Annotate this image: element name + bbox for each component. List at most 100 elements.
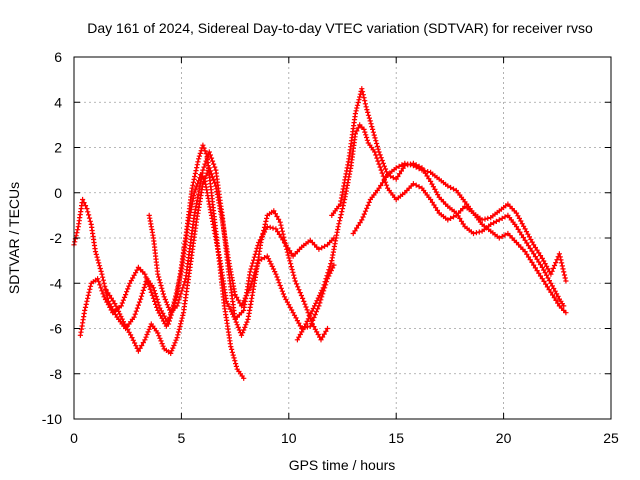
data-point <box>142 281 148 288</box>
y-tick-label: 0 <box>54 185 62 201</box>
data-point <box>413 182 419 188</box>
data-point <box>362 98 368 104</box>
data-point <box>561 272 568 278</box>
data-point <box>165 304 172 310</box>
data-point <box>561 269 567 275</box>
data-point <box>196 156 202 162</box>
data-point <box>555 293 561 299</box>
data-point <box>212 180 218 186</box>
data-point <box>337 218 343 224</box>
data-point <box>431 202 437 208</box>
y-tick-label: -4 <box>50 275 63 291</box>
data-point <box>288 261 294 267</box>
data-point <box>202 175 208 181</box>
data-point <box>163 299 169 305</box>
data-point <box>416 166 422 172</box>
data-point <box>493 218 499 224</box>
data-point <box>357 94 363 100</box>
data-point <box>496 217 502 223</box>
data-point <box>139 290 145 296</box>
data-point <box>399 162 405 168</box>
data-point <box>82 203 89 209</box>
data-point <box>182 279 188 285</box>
data-point <box>529 248 535 254</box>
data-point <box>539 276 545 282</box>
data-point <box>168 350 174 356</box>
data-point <box>286 255 292 261</box>
data-point <box>98 268 104 274</box>
data-point <box>450 186 457 192</box>
data-point <box>513 224 520 230</box>
data-point <box>203 173 209 179</box>
data-point <box>228 344 234 350</box>
data-point <box>398 168 404 174</box>
data-point <box>133 308 139 314</box>
data-point <box>335 224 341 230</box>
data-point <box>363 104 369 110</box>
data-point <box>235 297 241 303</box>
data-point <box>93 251 99 257</box>
data-point <box>145 280 151 286</box>
data-point <box>96 263 103 269</box>
data-point <box>170 302 177 308</box>
data-point <box>356 97 362 103</box>
data-point <box>336 221 342 227</box>
data-point <box>323 276 329 282</box>
data-point <box>537 262 544 268</box>
data-point <box>171 342 177 349</box>
data-point <box>234 294 240 300</box>
data-point <box>162 296 168 303</box>
data-point <box>99 288 105 294</box>
grid <box>74 57 611 419</box>
data-point <box>479 217 485 223</box>
data-point <box>428 178 434 184</box>
data-point <box>352 228 358 234</box>
data-point <box>178 318 184 324</box>
data-point <box>260 230 266 237</box>
data-point <box>288 264 294 270</box>
data-point <box>231 355 237 361</box>
data-point <box>259 236 265 243</box>
data-point <box>524 251 530 257</box>
data-point <box>160 288 166 294</box>
data-point <box>83 301 89 307</box>
data-point <box>355 99 361 106</box>
data-point <box>364 137 370 143</box>
data-point <box>558 257 564 263</box>
data-point <box>556 251 562 257</box>
data-point <box>290 269 296 275</box>
data-point <box>365 202 371 208</box>
data-point <box>193 168 199 174</box>
data-point <box>209 174 216 180</box>
x-tick-label: 15 <box>388 430 404 446</box>
data-point <box>563 310 569 316</box>
data-point <box>362 129 368 135</box>
data-point <box>371 132 377 138</box>
data-point <box>195 159 201 165</box>
data-point <box>97 265 103 272</box>
data-point <box>302 301 308 307</box>
data-point <box>328 268 334 274</box>
data-point <box>519 232 525 238</box>
data-point <box>149 292 155 298</box>
data-point <box>98 285 104 291</box>
data-point <box>520 234 526 241</box>
data-point <box>364 205 370 211</box>
data-point <box>282 240 288 246</box>
data-point <box>101 280 107 286</box>
y-tick-label: -10 <box>42 411 62 427</box>
data-point <box>337 215 343 221</box>
data-point <box>296 287 302 293</box>
data-point <box>92 249 99 255</box>
data-point <box>536 259 542 265</box>
data-point <box>108 307 114 313</box>
data-point <box>123 292 129 298</box>
data-point <box>85 292 91 298</box>
data-point <box>362 208 369 214</box>
data-point <box>311 314 317 321</box>
data-point <box>313 300 319 306</box>
data-point <box>370 129 376 135</box>
data-point <box>117 311 123 317</box>
data-point <box>410 163 416 169</box>
data-point <box>297 290 303 296</box>
